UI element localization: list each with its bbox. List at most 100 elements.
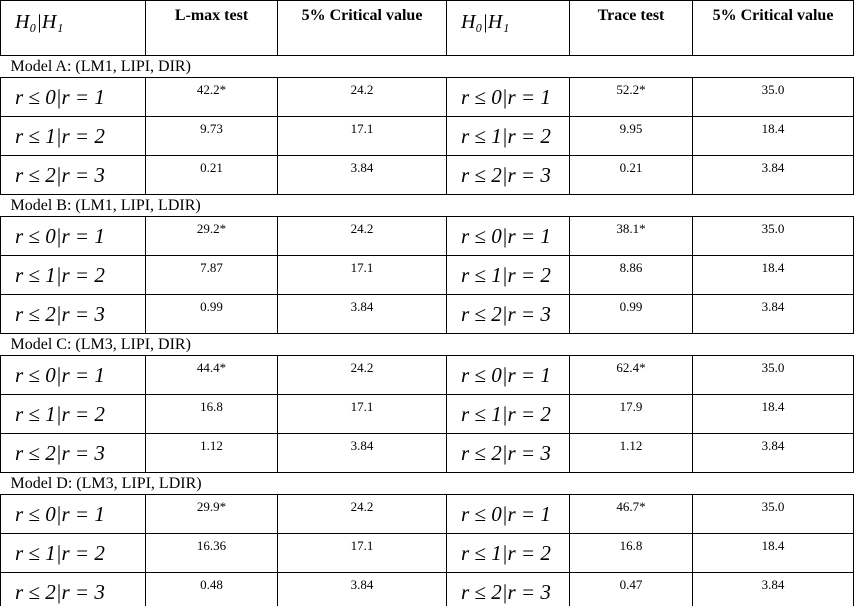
value-cell: 3.84 (277, 294, 447, 334)
value-cell: 18.4 (692, 255, 854, 295)
hypothesis-cell: r ≤ 1|r = 2 (446, 533, 570, 573)
value-cell: 24.2 (277, 77, 447, 117)
header-cell: H₀|H₁ (446, 0, 570, 56)
value-cell: 44.4* (145, 355, 278, 395)
value-cell: 3.84 (692, 294, 854, 334)
hypothesis-cell: r ≤ 0|r = 1 (0, 355, 146, 395)
value-cell: 18.4 (692, 394, 854, 434)
hypothesis-cell: r ≤ 0|r = 1 (446, 494, 570, 534)
value-cell: 0.21 (145, 155, 278, 195)
data-row: r ≤ 0|r = 1 42.2* 24.2 r ≤ 0|r = 1 52.2* 35.0 (0, 77, 854, 117)
value-cell: 1.12 (145, 433, 278, 473)
hypothesis-cell: r ≤ 0|r = 1 (0, 494, 146, 534)
value-cell: 18.4 (692, 116, 854, 156)
header-row: H₀|H₁ L-max test 5% Critical value H₀|H₁ Tra… (0, 0, 854, 56)
data-row: r ≤ 2|r = 3 0.48 3.84 r ≤ 2|r = 3 0.47 3.84 (0, 572, 854, 606)
hypothesis-cell: r ≤ 0|r = 1 (446, 77, 570, 117)
data-row: r ≤ 2|r = 3 1.12 3.84 r ≤ 2|r = 3 1.12 3.84 (0, 433, 854, 473)
header-cell: L-max test (145, 0, 278, 56)
value-cell: 24.2 (277, 216, 447, 256)
value-cell: 16.8 (569, 533, 693, 573)
value-cell: 3.84 (692, 572, 854, 606)
value-cell: 0.21 (569, 155, 693, 195)
data-row: r ≤ 1|r = 2 16.36 17.1 r ≤ 1|r = 2 16.8 18.4 (0, 533, 854, 573)
value-cell: 17.9 (569, 394, 693, 434)
model-label: Model C: (LM3, LIPI, DIR) (0, 333, 854, 356)
value-cell: 0.99 (569, 294, 693, 334)
hypothesis-cell: r ≤ 0|r = 1 (0, 77, 146, 117)
value-cell: 46.7* (569, 494, 693, 534)
value-cell: 17.1 (277, 533, 447, 573)
hypothesis-cell: r ≤ 0|r = 1 (446, 216, 570, 256)
value-cell: 3.84 (692, 155, 854, 195)
value-cell: 35.0 (692, 77, 854, 117)
value-cell: 38.1* (569, 216, 693, 256)
value-cell: 18.4 (692, 533, 854, 573)
hypothesis-cell: r ≤ 2|r = 3 (446, 572, 570, 606)
value-cell: 9.95 (569, 116, 693, 156)
hypothesis-cell: r ≤ 1|r = 2 (0, 394, 146, 434)
value-cell: 17.1 (277, 255, 447, 295)
data-row: r ≤ 1|r = 2 9.73 17.1 r ≤ 1|r = 2 9.95 18.4 (0, 116, 854, 156)
hypothesis-cell: r ≤ 1|r = 2 (0, 116, 146, 156)
value-cell: 9.73 (145, 116, 278, 156)
value-cell: 0.47 (569, 572, 693, 606)
value-cell: 3.84 (277, 433, 447, 473)
model-label: Model A: (LM1, LIPI, DIR) (0, 55, 854, 78)
data-row: r ≤ 0|r = 1 44.4* 24.2 r ≤ 0|r = 1 62.4* 35.0 (0, 355, 854, 395)
model-row: Model D: (LM3, LIPI, LDIR) (0, 472, 854, 495)
hypothesis-cell: r ≤ 2|r = 3 (446, 155, 570, 195)
hypothesis-cell: r ≤ 0|r = 1 (0, 216, 146, 256)
value-cell: 35.0 (692, 216, 854, 256)
value-cell: 29.9* (145, 494, 278, 534)
hypothesis-cell: r ≤ 2|r = 3 (0, 155, 146, 195)
hypothesis-cell: r ≤ 2|r = 3 (0, 294, 146, 334)
value-cell: 3.84 (277, 155, 447, 195)
model-label: Model B: (LM1, LIPI, LDIR) (0, 194, 854, 217)
value-cell: 16.8 (145, 394, 278, 434)
model-label: Model D: (LM3, LIPI, LDIR) (0, 472, 854, 495)
hypothesis-cell: r ≤ 2|r = 3 (446, 294, 570, 334)
hypothesis-cell: r ≤ 1|r = 2 (0, 255, 146, 295)
value-cell: 24.2 (277, 494, 447, 534)
header-cell: 5% Critical value (277, 0, 447, 56)
value-cell: 35.0 (692, 355, 854, 395)
value-cell: 42.2* (145, 77, 278, 117)
value-cell: 1.12 (569, 433, 693, 473)
data-row: r ≤ 0|r = 1 29.9* 24.2 r ≤ 0|r = 1 46.7* 35.0 (0, 494, 854, 534)
hypothesis-cell: r ≤ 1|r = 2 (0, 533, 146, 573)
data-row: r ≤ 1|r = 2 16.8 17.1 r ≤ 1|r = 2 17.9 18.4 (0, 394, 854, 434)
hypothesis-cell: r ≤ 1|r = 2 (446, 116, 570, 156)
header-cell: Trace test (569, 0, 693, 56)
hypothesis-cell: r ≤ 2|r = 3 (0, 572, 146, 606)
value-cell: 0.48 (145, 572, 278, 606)
value-cell: 3.84 (277, 572, 447, 606)
model-row: Model B: (LM1, LIPI, LDIR) (0, 194, 854, 217)
hypothesis-cell: r ≤ 1|r = 2 (446, 394, 570, 434)
value-cell: 16.36 (145, 533, 278, 573)
table-body: Model A: (LM1, LIPI, DIR) r ≤ 0|r = 1 42.2… (0, 55, 854, 606)
data-row: r ≤ 2|r = 3 0.99 3.84 r ≤ 2|r = 3 0.99 3.84 (0, 294, 854, 334)
model-row: Model A: (LM1, LIPI, DIR) (0, 55, 854, 78)
value-cell: 0.99 (145, 294, 278, 334)
hypothesis-cell: r ≤ 1|r = 2 (446, 255, 570, 295)
value-cell: 17.1 (277, 116, 447, 156)
value-cell: 3.84 (692, 433, 854, 473)
data-row: r ≤ 2|r = 3 0.21 3.84 r ≤ 2|r = 3 0.21 3.84 (0, 155, 854, 195)
value-cell: 35.0 (692, 494, 854, 534)
value-cell: 52.2* (569, 77, 693, 117)
hypothesis-cell: r ≤ 2|r = 3 (446, 433, 570, 473)
data-row: r ≤ 0|r = 1 29.2* 24.2 r ≤ 0|r = 1 38.1* 35.0 (0, 216, 854, 256)
data-row: r ≤ 1|r = 2 7.87 17.1 r ≤ 1|r = 2 8.86 18.4 (0, 255, 854, 295)
value-cell: 8.86 (569, 255, 693, 295)
model-row: Model C: (LM3, LIPI, DIR) (0, 333, 854, 356)
header-cell: 5% Critical value (692, 0, 854, 56)
header-cell: H₀|H₁ (0, 0, 146, 56)
value-cell: 7.87 (145, 255, 278, 295)
value-cell: 62.4* (569, 355, 693, 395)
value-cell: 24.2 (277, 355, 447, 395)
hypothesis-cell: r ≤ 0|r = 1 (446, 355, 570, 395)
value-cell: 29.2* (145, 216, 278, 256)
